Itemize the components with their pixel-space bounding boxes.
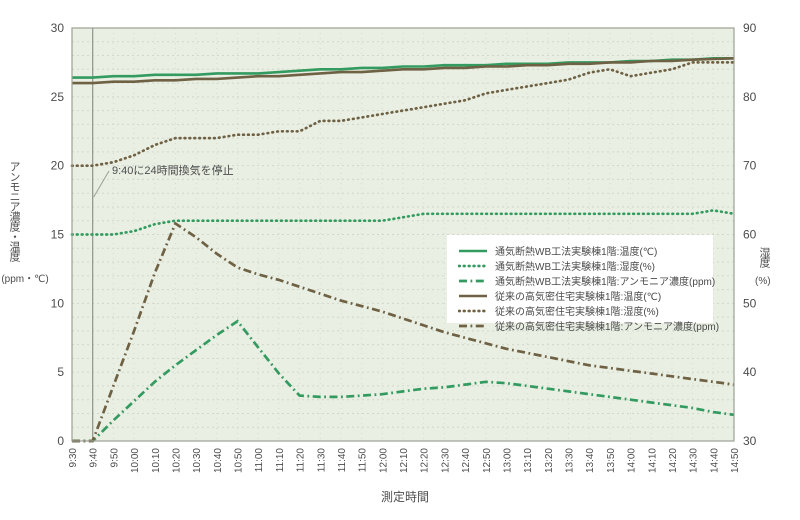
- x-tick-label: 14:20: [668, 448, 679, 473]
- legend-item: 通気断熱WB工法実験棟1階:温度(℃): [458, 243, 702, 258]
- x-tick-label: 11:30: [316, 448, 327, 473]
- x-tick-label: 13:00: [502, 448, 513, 473]
- x-tick-label: 10:50: [234, 448, 245, 473]
- x-tick-label: 14:00: [627, 448, 638, 473]
- x-tick-label: 13:30: [565, 448, 576, 473]
- legend-label: 通気断熱WB工法実験棟1階:湿度(%): [495, 262, 655, 273]
- x-tick-label: 9:40: [89, 448, 100, 468]
- legend: 通気断熱WB工法実験棟1階:温度(℃) 通気断熱WB工法実験棟1階:湿度(%) 通気…: [447, 235, 719, 333]
- left-tick-label: 15: [51, 228, 65, 242]
- right-tick-label: 30: [743, 434, 757, 448]
- legend-item: 従来の高気密住宅実験棟1階:アンモニア濃度(ppm): [458, 318, 719, 333]
- x-tick-label: 13:20: [544, 448, 555, 473]
- x-tick-label: 12:00: [378, 448, 389, 473]
- x-axis-label: 測定時間: [380, 490, 429, 504]
- left-tick-label: 20: [51, 159, 65, 173]
- x-tick-label: 13:50: [606, 448, 617, 473]
- legend-label: 通気断熱WB工法実験棟1階:温度(℃): [495, 247, 658, 258]
- y-axis-label-left: アンモニア濃度・温度: [8, 161, 20, 261]
- right-tick-label: 60: [743, 228, 757, 242]
- x-tick-label: 13:10: [523, 448, 534, 473]
- right-tick-label: 90: [743, 21, 757, 35]
- x-tick-label: 10:20: [171, 448, 182, 473]
- x-tick-label: 10:10: [151, 448, 162, 473]
- y-axis-label-right: 湿度: [758, 247, 770, 267]
- right-tick-label: 70: [743, 159, 757, 173]
- right-tick-label: 80: [743, 90, 757, 104]
- legend-item: 従来の高気密住宅実験棟1階:湿度(%): [458, 303, 702, 318]
- series-line-2: [72, 319, 735, 443]
- x-tick-label: 12:50: [482, 448, 493, 473]
- x-tick-label: 13:40: [585, 448, 596, 473]
- y-axis-unit-left: (ppm・℃): [1, 274, 49, 285]
- x-tick-label: 9:50: [109, 448, 120, 468]
- x-tick-label: 11:00: [254, 448, 265, 473]
- series-line-4: [70, 61, 736, 168]
- legend-line-sample: [458, 264, 488, 267]
- legend-line-sample: [459, 324, 487, 327]
- x-tick-label: 11:50: [358, 448, 369, 473]
- legend-item: 通気断熱WB工法実験棟1階:アンモニア濃度(ppm): [458, 273, 715, 288]
- legend-line-sample: [459, 279, 487, 282]
- x-tick-label: 11:40: [337, 448, 348, 473]
- legend-item: 通気断熱WB工法実験棟1階:湿度(%): [458, 258, 702, 273]
- x-tick-label: 14:50: [730, 448, 741, 473]
- x-tick-label: 9:30: [68, 448, 79, 468]
- legend-item: 従来の高気密住宅実験棟1階:温度(℃): [458, 288, 702, 303]
- x-tick-label: 12:10: [399, 448, 410, 473]
- x-tick-label: 14:40: [709, 448, 720, 473]
- series-line-5: [72, 221, 735, 443]
- annotation-leader-line: [93, 170, 110, 198]
- series-line-3: [72, 57, 735, 85]
- legend-label: 従来の高気密住宅実験棟1階:湿度(%): [495, 307, 659, 318]
- legend-line-sample: [459, 294, 487, 297]
- x-tick-label: 12:40: [461, 448, 472, 473]
- x-tick-label: 10:30: [192, 448, 203, 473]
- left-tick-label: 25: [51, 90, 65, 104]
- x-tick-label: 12:20: [420, 448, 431, 473]
- x-tick-label: 12:30: [440, 448, 451, 473]
- legend-label: 従来の高気密住宅実験棟1階:アンモニア濃度(ppm): [495, 322, 720, 333]
- left-tick-label: 10: [51, 296, 65, 310]
- left-tick-label: 30: [51, 21, 65, 35]
- legend-line-sample: [459, 249, 487, 252]
- x-tick-label: 10:40: [213, 448, 224, 473]
- y-axis-unit-right: (%): [755, 276, 771, 287]
- x-tick-label: 11:20: [296, 448, 307, 473]
- ventilation-stop-annotation: 9:40に24時間換気を停止: [112, 165, 234, 177]
- legend-label: 通気断熱WB工法実験棟1階:アンモニア濃度(ppm): [495, 277, 716, 288]
- right-tick-label: 40: [743, 365, 757, 379]
- left-tick-label: 5: [57, 365, 64, 379]
- plot-frame: [71, 27, 735, 442]
- x-tick-label: 14:10: [647, 448, 658, 473]
- x-tick-label: 11:10: [275, 448, 286, 473]
- x-tick-label: 14:30: [689, 448, 700, 473]
- series-line-1: [70, 209, 736, 236]
- x-tick-label: 10:00: [130, 448, 141, 473]
- legend-label: 従来の高気密住宅実験棟1階:温度(℃): [495, 292, 662, 303]
- right-tick-label: 50: [743, 296, 757, 310]
- legend-line-sample: [458, 309, 488, 312]
- left-tick-label: 0: [57, 434, 64, 448]
